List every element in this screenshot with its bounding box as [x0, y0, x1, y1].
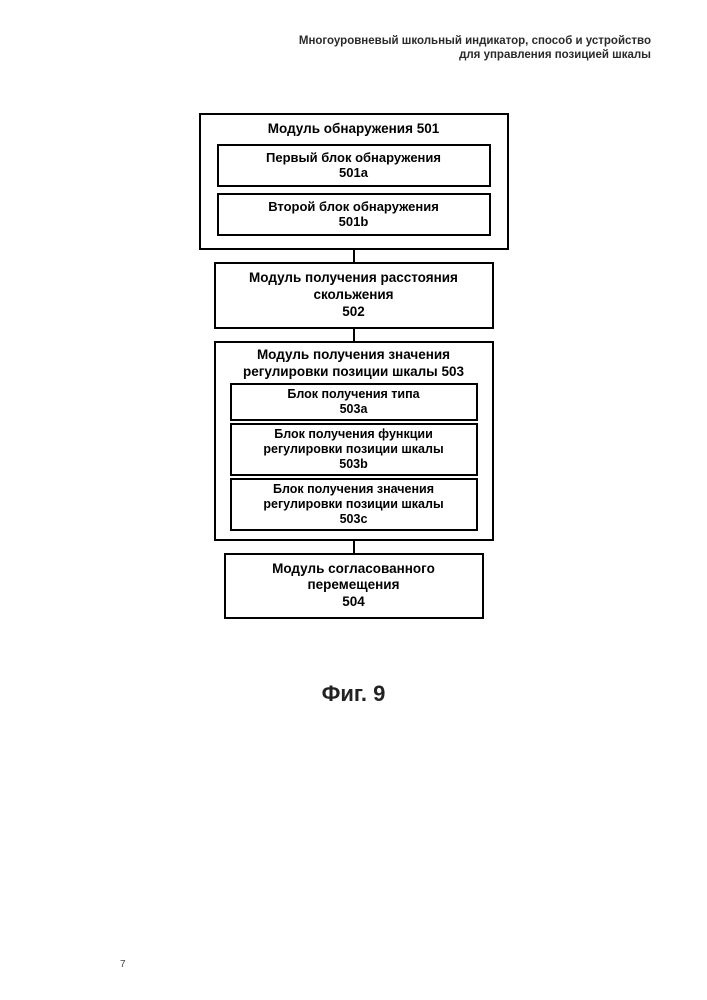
- connector-1: [353, 250, 355, 262]
- module-503: Модуль получения значения регулировки по…: [214, 341, 494, 541]
- block-503c-line3: 503c: [340, 512, 368, 526]
- connector-3: [353, 541, 355, 553]
- block-503a-line2: 503a: [340, 402, 368, 416]
- block-503a: Блок получения типа 503a: [230, 383, 478, 421]
- block-503b-line2: регулировки позиции шкалы: [263, 442, 443, 456]
- page-number: 7: [120, 959, 126, 970]
- module-501: Модуль обнаружения 501 Первый блок обнар…: [199, 113, 509, 250]
- block-503b-line3: 503b: [339, 457, 368, 471]
- page-title-line1: Многоуровневый школьный индикатор, спосо…: [299, 35, 651, 47]
- module-502-num: 502: [226, 304, 482, 319]
- block-503b-line1: Блок получения функции: [274, 427, 433, 441]
- page: Многоуровневый школьный индикатор, спосо…: [0, 0, 707, 1000]
- block-503c-line2: регулировки позиции шкалы: [263, 497, 443, 511]
- module-502-line2: скольжения: [226, 287, 482, 304]
- module-504-num: 504: [236, 594, 472, 609]
- module-504-line1: Модуль согласованного: [236, 561, 472, 578]
- module-501-title: Модуль обнаружения 501: [211, 121, 497, 138]
- module-504-line2: перемещения: [236, 577, 472, 594]
- module-502: Модуль получения расстояния скольжения 5…: [214, 262, 494, 329]
- block-503c-line1: Блок получения значения: [273, 482, 434, 496]
- block-501b: Второй блок обнаружения 501b: [217, 193, 491, 236]
- block-501b-line1: Второй блок обнаружения: [268, 199, 439, 214]
- block-501b-line2: 501b: [339, 214, 369, 229]
- module-504: Модуль согласованного перемещения 504: [224, 553, 484, 620]
- block-501a-line2: 501a: [339, 165, 368, 180]
- block-503b: Блок получения функции регулировки позиц…: [230, 423, 478, 476]
- page-title-line2: для управления позицией шкалы: [459, 49, 651, 61]
- module-502-line1: Модуль получения расстояния: [226, 270, 482, 287]
- block-503c: Блок получения значения регулировки пози…: [230, 478, 478, 531]
- block-503a-line1: Блок получения типа: [287, 387, 419, 401]
- block-501a: Первый блок обнаружения 501a: [217, 144, 491, 187]
- module-503-title-line2: регулировки позиции шкалы 503: [224, 364, 484, 381]
- module-503-title-line1: Модуль получения значения: [224, 347, 484, 364]
- flow-diagram: Модуль обнаружения 501 Первый блок обнар…: [199, 113, 509, 620]
- block-501a-line1: Первый блок обнаружения: [266, 150, 441, 165]
- figure-label: Фиг. 9: [56, 681, 651, 707]
- page-title: Многоуровневый школьный индикатор, спосо…: [56, 34, 651, 63]
- connector-2: [353, 329, 355, 341]
